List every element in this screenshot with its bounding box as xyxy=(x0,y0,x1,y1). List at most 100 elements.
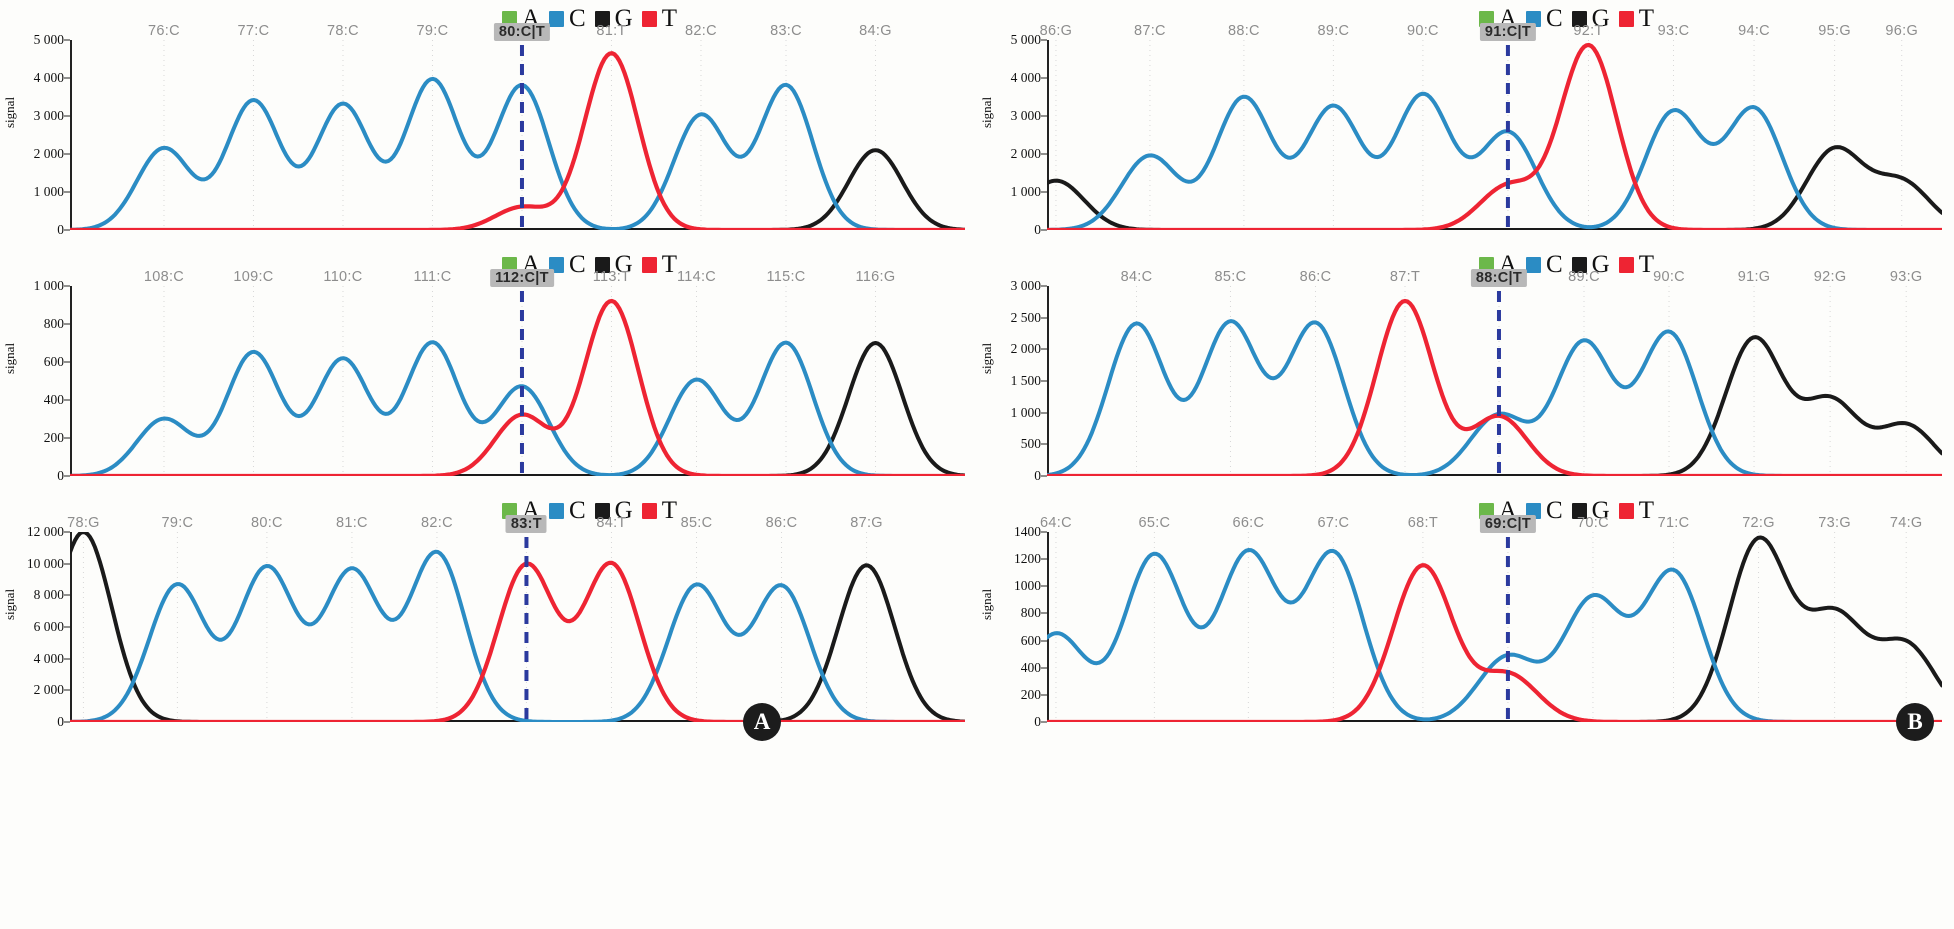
base-label[interactable]: 89:C xyxy=(1317,23,1350,39)
y-tick-label: 200 xyxy=(1020,686,1041,702)
base-label[interactable]: 89:C xyxy=(1568,269,1600,285)
legend-swatch-c xyxy=(1525,502,1541,519)
y-tick-mark xyxy=(1041,475,1047,477)
base-label[interactable]: 82:C xyxy=(685,23,717,39)
base-label[interactable]: 94:C xyxy=(1738,23,1770,39)
base-label[interactable]: 65:C xyxy=(1138,515,1171,531)
base-label[interactable]: 109:C xyxy=(233,269,274,285)
y-tick-label: 5 000 xyxy=(1010,32,1041,47)
legend-label-T: T xyxy=(1638,5,1654,32)
y-axis-line xyxy=(70,286,72,476)
legend-label-T: T xyxy=(1638,497,1654,524)
base-label[interactable]: 85:C xyxy=(680,515,713,531)
base-label[interactable]: 82:C xyxy=(421,515,453,531)
base-label[interactable]: 93:C xyxy=(1657,23,1690,39)
base-label[interactable]: 108:C xyxy=(143,269,185,285)
base-label[interactable]: 71:C xyxy=(1657,515,1690,531)
base-label-highlighted[interactable]: 112:C|T xyxy=(490,269,554,287)
base-label[interactable]: 78:G xyxy=(67,515,100,531)
legend-label-C: C xyxy=(1545,251,1563,278)
base-label[interactable]: 85:C xyxy=(1214,269,1247,285)
trace-plot xyxy=(70,40,965,230)
base-label[interactable]: 87:T xyxy=(1389,269,1421,285)
base-label[interactable]: 70:C xyxy=(1577,515,1609,531)
y-tick-mark xyxy=(1041,443,1047,445)
base-label[interactable]: 115:C xyxy=(766,269,806,285)
base-label[interactable]: 95:G xyxy=(1818,23,1851,39)
y-tick-mark xyxy=(1041,153,1047,155)
base-label[interactable]: 90:C xyxy=(1406,23,1439,39)
y-axis-title: signal xyxy=(979,588,994,620)
base-label[interactable]: 84:G xyxy=(859,23,892,39)
base-label[interactable]: 84:C xyxy=(1120,269,1153,285)
base-label[interactable]: 114:C xyxy=(676,269,717,285)
base-label[interactable]: 116:G xyxy=(855,269,896,285)
base-label[interactable]: 113:T xyxy=(592,269,631,285)
y-tick-mark xyxy=(1041,531,1047,533)
base-label[interactable]: 81:C xyxy=(336,515,368,531)
y-tick-mark xyxy=(1041,612,1047,614)
base-label[interactable]: 67:C xyxy=(1317,515,1350,531)
base-label-row: 86:G 87:C 88:C 89:C 90:C 91:C|T 92:T 93:C 94:C 95… xyxy=(1040,14,1942,41)
base-label[interactable]: 83:C xyxy=(770,23,802,39)
base-label[interactable]: 87:G xyxy=(850,515,883,531)
plot-a-bottom: signal 0 2 000 4 000 6 000 8 000 10 000 12 000 7… xyxy=(0,515,977,729)
legend-label-T: T xyxy=(661,251,677,278)
base-label[interactable]: 86:C xyxy=(1299,269,1332,285)
base-label[interactable]: 74:G xyxy=(1889,515,1923,531)
y-tick-label: 1000 xyxy=(1014,578,1041,594)
base-label[interactable]: 92:T xyxy=(1573,23,1604,39)
base-label[interactable]: 81:T xyxy=(596,23,627,39)
y-axis-ticks: 0 500 1 000 1 500 2 000 2 500 3 000 xyxy=(995,278,1047,483)
base-label[interactable]: 66:C xyxy=(1232,515,1265,531)
legend-swatch-t xyxy=(641,256,657,273)
base-label[interactable]: 73:G xyxy=(1818,515,1851,531)
base-label[interactable]: 91:G xyxy=(1737,269,1771,285)
base-label[interactable]: 78:C xyxy=(327,23,359,39)
y-tick-mark xyxy=(1041,721,1047,723)
base-label[interactable]: 86:C xyxy=(765,515,798,531)
base-label[interactable]: 72:G xyxy=(1742,515,1775,531)
y-tick-label: 5 000 xyxy=(33,32,64,47)
base-label-highlighted[interactable]: 88:C|T xyxy=(1470,269,1528,287)
base-label[interactable]: 110:C xyxy=(323,269,363,285)
y-tick-label: 800 xyxy=(43,316,64,331)
base-label[interactable]: 86:G xyxy=(1039,23,1073,39)
legend-swatch-t xyxy=(1618,502,1634,519)
legend-swatch-g xyxy=(1571,502,1587,519)
base-label[interactable]: 79:C xyxy=(161,515,194,531)
panel-label-a: A xyxy=(743,703,781,741)
base-label[interactable]: 92:G xyxy=(1813,269,1847,285)
y-tick-label: 200 xyxy=(43,430,64,445)
legend-item-G: G xyxy=(1571,252,1610,277)
base-label-highlighted[interactable]: 91:C|T xyxy=(1479,23,1536,41)
base-label[interactable]: 90:C xyxy=(1653,269,1685,285)
base-label[interactable]: 111:C xyxy=(413,269,452,285)
trace-t xyxy=(70,298,965,476)
y-tick-mark xyxy=(1041,380,1047,382)
legend-item-G: G xyxy=(594,252,633,277)
y-tick-label: 3 000 xyxy=(33,108,64,123)
legend-swatch-a xyxy=(501,256,517,273)
plot-b-top: signal 0 1 000 2 000 3 000 4 000 5 000 86:G 87:C… xyxy=(977,23,1954,237)
base-label[interactable]: 80:C xyxy=(250,515,283,531)
y-tick-label: 2 000 xyxy=(33,146,64,161)
base-label[interactable]: 77:C xyxy=(237,23,270,39)
base-label[interactable]: 87:C xyxy=(1134,23,1166,39)
base-label[interactable]: 84:T xyxy=(596,515,627,531)
base-label[interactable]: 93:G xyxy=(1889,269,1923,285)
base-label-highlighted[interactable]: 80:C|T xyxy=(493,23,551,41)
base-label[interactable]: 96:G xyxy=(1885,23,1919,39)
base-label-highlighted[interactable]: 69:C|T xyxy=(1479,515,1536,533)
base-label[interactable]: 79:C xyxy=(416,23,449,39)
base-label-highlighted[interactable]: 83:T xyxy=(505,515,547,533)
y-tick-label: 8 000 xyxy=(33,587,64,603)
legend-label-C: C xyxy=(568,5,586,32)
y-tick-mark xyxy=(64,689,70,691)
legend-swatch-c xyxy=(548,502,564,519)
legend-label-C: C xyxy=(568,251,586,278)
base-label[interactable]: 64:C xyxy=(1040,515,1072,531)
base-label[interactable]: 88:C xyxy=(1227,23,1260,39)
base-label[interactable]: 68:T xyxy=(1407,515,1438,531)
base-label[interactable]: 76:C xyxy=(148,23,180,39)
